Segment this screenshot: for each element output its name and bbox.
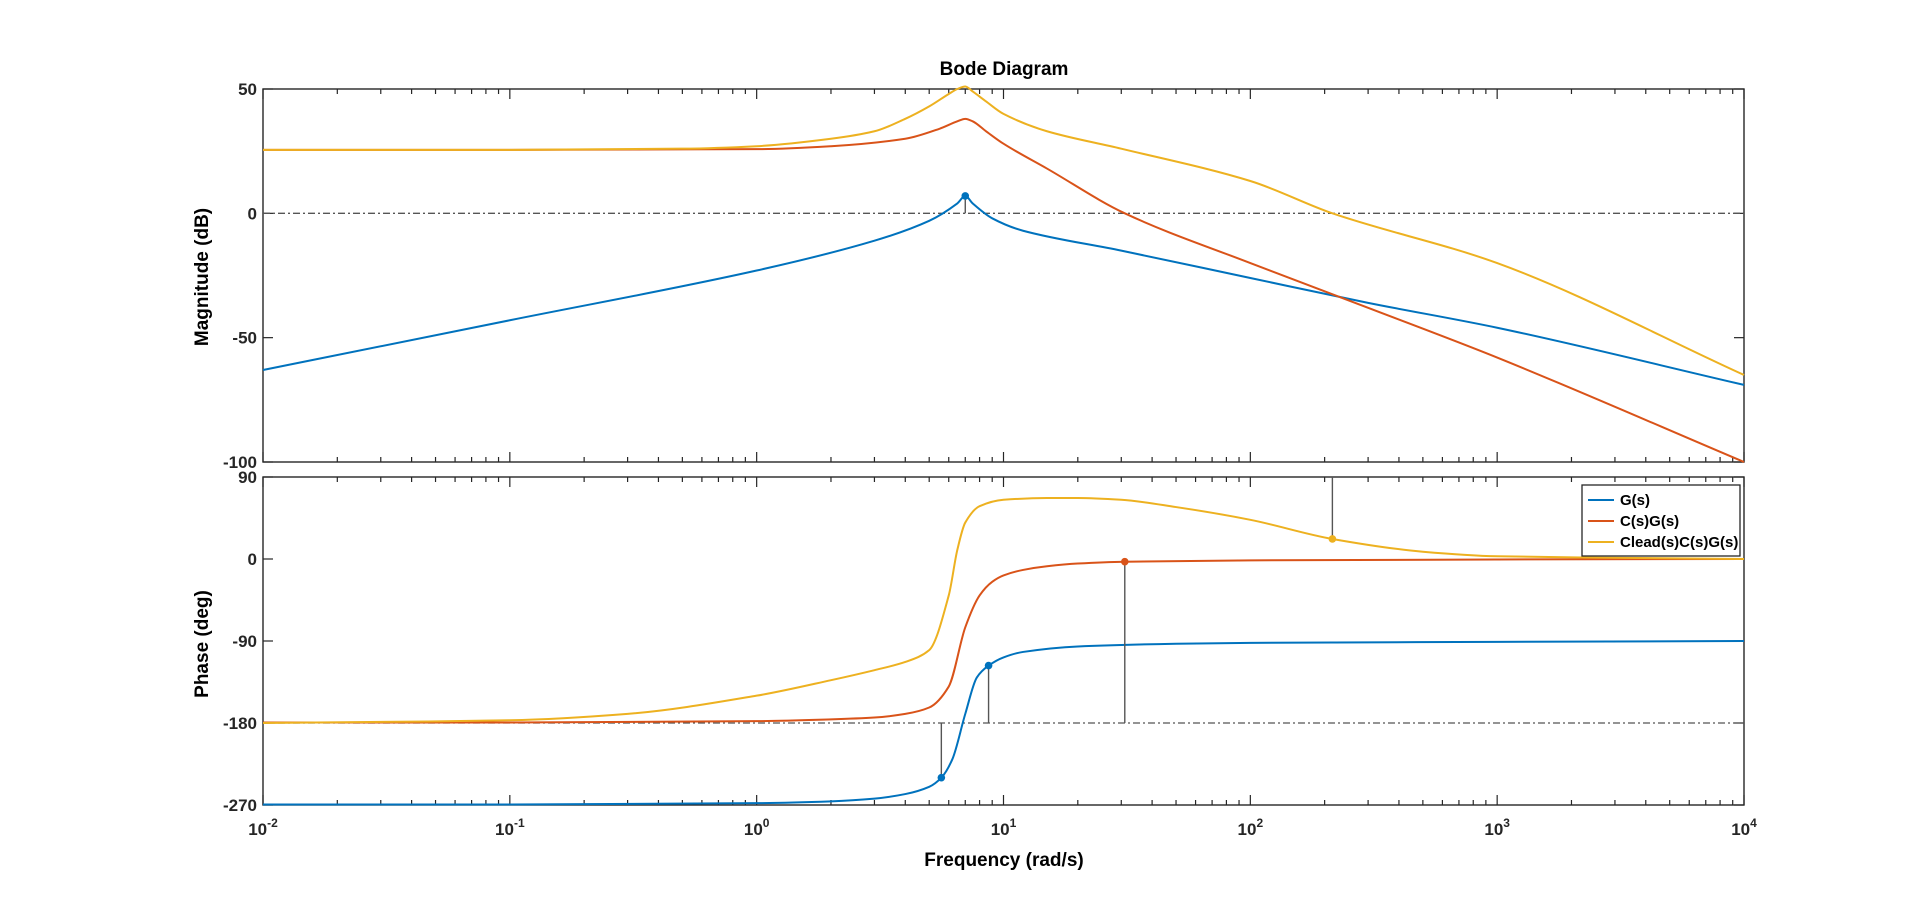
magnitude-axis-label: Magnitude (dB) xyxy=(192,208,213,346)
legend: G(s) C(s)G(s) Clead(s)C(s)G(s) xyxy=(1581,484,1741,557)
x-tick-label: 103 xyxy=(1484,816,1510,839)
phase-axis-label: Phase (deg) xyxy=(192,590,213,698)
phase-marker-point xyxy=(1328,535,1337,543)
phase-marker-point xyxy=(1120,557,1129,566)
x-tick-label: 10-1 xyxy=(495,816,525,839)
chart-title: Bode Diagram xyxy=(940,59,1069,80)
magnitude-series-line xyxy=(262,194,1745,386)
legend-label: Clead(s)C(s)G(s) xyxy=(1620,534,1738,551)
magnitude-marker-point xyxy=(961,192,970,200)
phase-y-tick-label: -270 xyxy=(223,796,257,815)
x-tick-label: 100 xyxy=(744,816,770,839)
magnitude-series-line xyxy=(263,117,1745,463)
magnitude-series-line xyxy=(263,85,1745,376)
phase-y-tick-label: -90 xyxy=(232,632,257,651)
phase-panel: -270 -180 -90 0 90 10-2 10-1 100 101 102 103 104 xyxy=(223,468,1757,839)
phase-y-tick-label: 90 xyxy=(238,468,257,487)
magnitude-y-tick-label: 0 xyxy=(248,204,257,223)
magnitude-y-tick-label: -100 xyxy=(223,453,257,472)
phase-series-line xyxy=(263,558,1745,724)
x-tick-label: 102 xyxy=(1238,816,1264,839)
phase-marker-point xyxy=(984,661,993,670)
phase-y-tick-label: 0 xyxy=(248,550,257,569)
frequency-axis-label: Frequency (rad/s) xyxy=(924,850,1083,871)
magnitude-panel: -100 -50 0 50 xyxy=(223,80,1745,472)
legend-label: G(s) xyxy=(1620,492,1650,509)
phase-marker-point xyxy=(937,773,946,782)
phase-y-tick-label: -180 xyxy=(223,714,257,733)
phase-series-line xyxy=(263,640,1745,806)
x-tick-label: 104 xyxy=(1731,816,1757,839)
magnitude-y-tick-label: -50 xyxy=(232,329,257,348)
x-tick-label: 10-2 xyxy=(248,816,278,839)
magnitude-y-tick-label: 50 xyxy=(238,80,257,99)
legend-label: C(s)G(s) xyxy=(1620,513,1679,530)
x-tick-label: 101 xyxy=(991,816,1017,839)
